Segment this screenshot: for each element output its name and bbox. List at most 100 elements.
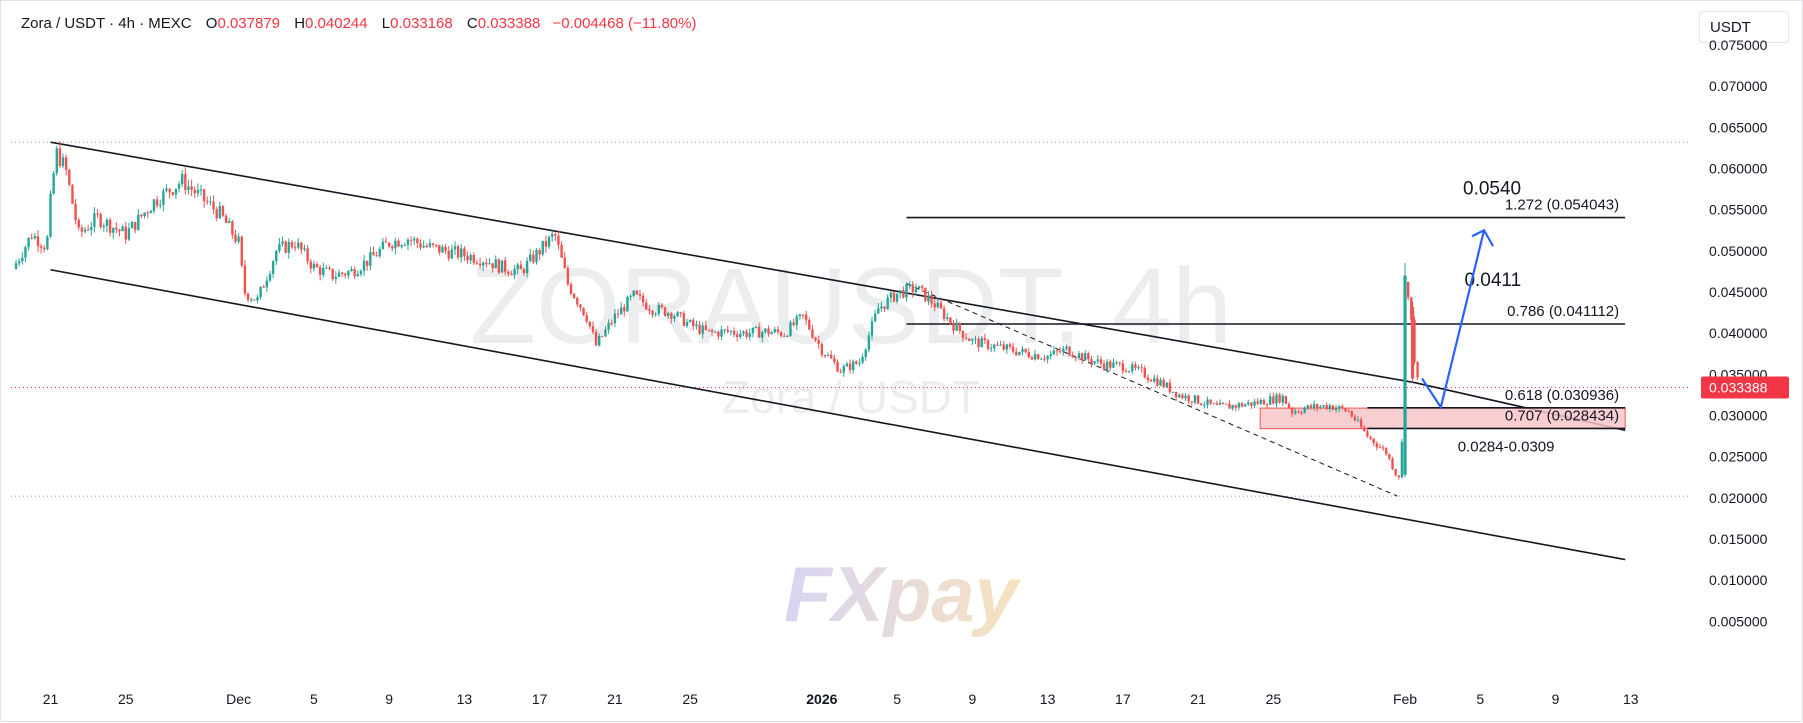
candle-body [284,241,287,253]
close-value: 0.033388 [477,15,541,32]
candle-body [340,272,344,274]
candle-body [1359,419,1363,428]
candle-body [55,148,58,174]
candle-body [403,244,407,246]
candle-body [795,316,798,326]
candle-body [1319,406,1322,408]
candle-body [1105,361,1109,370]
candle-body [1294,411,1297,414]
candle-body [980,338,983,348]
fib-target-label-1: 0.0411 [1464,270,1521,291]
candle-body [177,184,181,189]
candle-body [591,326,595,333]
candle-body [1221,402,1225,404]
candle-body [1303,408,1306,413]
candle-body [137,214,140,230]
candle-body [924,287,927,302]
candle-body [905,284,908,298]
candle-body [1099,359,1103,364]
candle-body [1024,348,1027,353]
candle-body [1040,358,1043,360]
candle-body [695,324,698,327]
candle-body [977,338,980,348]
candle-body [833,358,836,363]
fib-level-label-1: 0.786 (0.041112) [1507,303,1619,320]
candle-body [21,257,24,262]
candle-body [61,157,65,167]
candle-body [331,268,334,280]
candle-body [933,303,936,308]
candle-body [538,250,541,255]
candle-body [1328,405,1331,410]
fxpay-logo: FXpay [784,550,1022,638]
candle-body [171,192,174,195]
candle-body [1256,401,1259,404]
currency-label: USDT [1710,18,1751,36]
candle-body [1331,405,1335,410]
candle-body [550,234,554,237]
candle-body [660,304,664,308]
candle-body [381,241,385,249]
candle-body [839,371,842,373]
candle-body [641,295,645,303]
candle-body [146,212,149,214]
candle-body [867,335,871,350]
candle-body [1109,361,1112,368]
candle-body [115,227,118,230]
candle-body [607,322,610,330]
candle-body [786,335,789,337]
candle-body [1378,447,1382,449]
candle-body [1341,405,1344,409]
candle-body [516,264,519,270]
candle-body [1137,367,1140,369]
symbol-title[interactable]: Zora / USDT · 4h · MEXC [21,15,192,32]
candle-body [1146,377,1150,380]
candle-body [1090,359,1093,364]
projection-arrow-head [1471,228,1495,247]
candle-body [1322,405,1325,407]
candle-body [315,263,319,268]
x-tick-label: 9 [385,691,393,707]
candle-body [892,292,896,302]
candle-body [1168,382,1172,393]
candle-body [290,242,294,248]
candle-body [848,363,852,371]
candle-body [519,264,523,270]
candle-body [626,296,629,312]
candle-body [830,354,833,359]
currency-selector[interactable]: USDT [1699,11,1789,43]
candle-body [801,314,805,316]
candle-body [989,348,993,350]
candle-body [864,349,867,357]
candle-body [507,271,510,274]
candle-body [1036,354,1040,360]
candle-body [130,222,134,229]
candle-body [579,304,582,308]
y-tick-label: 0.070000 [1709,78,1768,94]
candle-body [1381,447,1385,449]
candle-body [199,189,203,191]
x-tick-label: 13 [1040,691,1056,707]
candle-body [886,297,889,309]
candle-body [808,320,811,330]
candle-body [851,361,855,371]
candle-body [83,229,87,232]
candle-body [384,241,388,243]
candle-body [1240,403,1244,407]
candle-body [613,313,617,324]
candle-body [899,290,902,294]
candle-body [1049,354,1052,357]
candle-body [855,361,858,364]
candle-body [1055,350,1059,352]
candle-body [1021,348,1024,352]
candle-body [1372,438,1375,444]
x-tick-label: 9 [1552,691,1560,707]
y-tick-label: 0.060000 [1709,160,1768,176]
candle-body [767,328,770,335]
candle-body [1300,412,1303,414]
candle-body [90,226,93,231]
projection-arrow [1421,229,1486,410]
candle-body [1015,351,1018,355]
candle-body [1200,403,1203,405]
